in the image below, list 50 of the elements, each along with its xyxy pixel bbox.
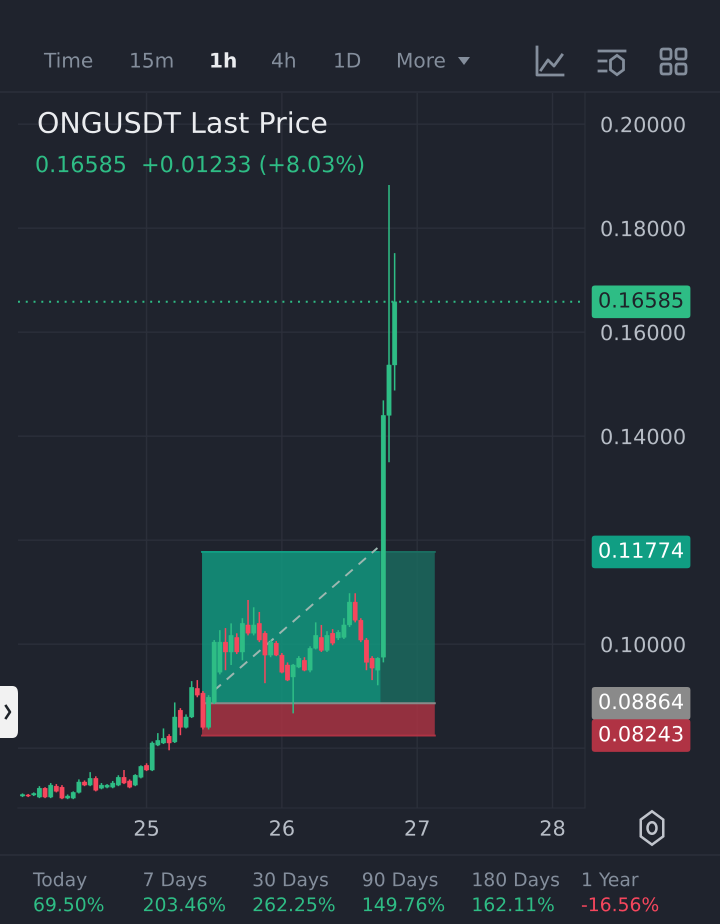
- candlestick: [302, 656, 307, 672]
- text: More: [398, 52, 445, 68]
- ref-line-label: 0.16585: [599, 292, 682, 308]
- y-tick-label: 0.16000: [601, 324, 685, 340]
- text: 90 Days: [362, 872, 438, 890]
- candlestick: [178, 707, 183, 736]
- text: 0.08243: [599, 726, 682, 742]
- candlestick: [166, 733, 172, 752]
- candlestick: [251, 606, 256, 636]
- text: 69.50%: [34, 897, 104, 912]
- text: 7 Days: [144, 872, 206, 890]
- candlestick: [228, 622, 234, 666]
- y-tick-label: 0.18000: [601, 220, 685, 236]
- candlestick: [330, 628, 336, 646]
- text: 30 Days: [254, 872, 328, 890]
- x-tick-label: 25: [134, 820, 158, 836]
- text: Time: [44, 52, 92, 68]
- x-tick-label: 28: [540, 820, 564, 836]
- x-tick-label: 27: [405, 820, 429, 836]
- text: 0.08864: [599, 694, 683, 710]
- candlestick: [48, 782, 54, 799]
- candlestick: [88, 771, 93, 787]
- candlestick: [223, 627, 228, 671]
- text: Today: [32, 872, 87, 890]
- text: 15m: [131, 52, 173, 68]
- text: 149.76%: [364, 897, 444, 912]
- y-tick-label: 0.10000: [601, 636, 685, 652]
- candlestick: [268, 639, 274, 658]
- text: ONGUSDT Last Price: [38, 111, 326, 134]
- text: 4h: [272, 52, 295, 68]
- candlestick: [234, 632, 240, 655]
- text: 1D: [335, 52, 360, 68]
- text: 262.25%: [254, 897, 335, 912]
- text: 162.11%: [473, 897, 554, 912]
- text: 0.11774: [599, 542, 683, 558]
- text: 203.46%: [144, 897, 225, 912]
- candlestick: [375, 656, 380, 686]
- candlestick: [93, 776, 98, 792]
- text: 0.16585 +0.01233 (+8.03%): [36, 155, 364, 176]
- text: 180 Days: [473, 872, 560, 890]
- text: 1 Year: [583, 872, 639, 886]
- x-tick-label: 26: [270, 820, 294, 836]
- candlestick: [246, 599, 250, 636]
- y-tick-label: 0.20000: [601, 116, 685, 132]
- candlestick: [324, 630, 330, 653]
- text: 1h: [211, 52, 236, 68]
- y-tick-label: 0.14000: [601, 428, 685, 444]
- candlestick: [318, 624, 324, 653]
- text: -16.56%: [582, 897, 658, 912]
- candlestick: [42, 786, 48, 799]
